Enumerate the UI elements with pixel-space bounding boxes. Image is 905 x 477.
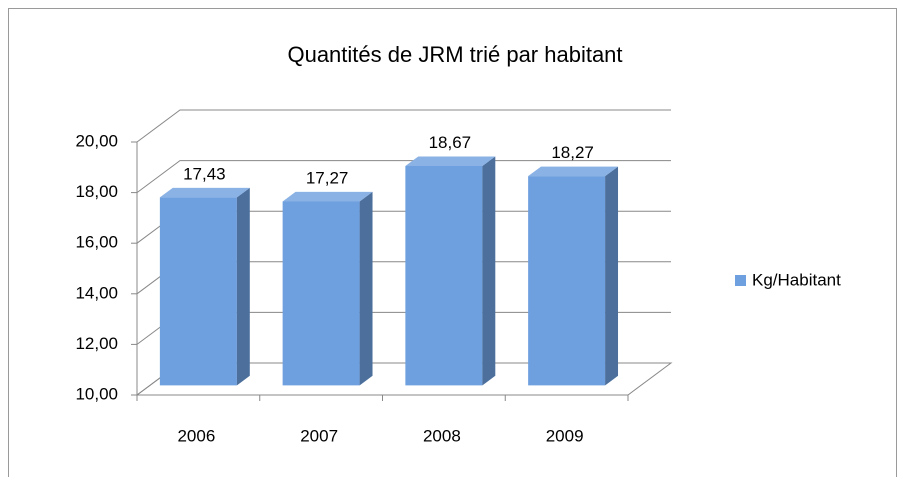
bar-front: [159, 197, 237, 386]
bar-side: [605, 166, 619, 386]
bar: [405, 156, 496, 386]
bar-top-shade: [159, 187, 250, 198]
chart-title: Quantités de JRM trié par habitant: [287, 42, 622, 67]
bar-front: [405, 166, 483, 386]
data-label: 17,43: [183, 164, 226, 183]
legend-label: Kg/Habitant: [752, 270, 841, 289]
data-label: 17,27: [306, 168, 349, 187]
bar: [282, 191, 373, 386]
x-tick-label: 2007: [300, 426, 338, 445]
bar-top: [528, 166, 619, 177]
x-tick-label: 2008: [423, 426, 461, 445]
y-tick-label: 16,00: [75, 233, 118, 252]
bar-top-shade: [282, 191, 373, 202]
bar-top: [159, 187, 250, 198]
bar-side: [359, 191, 373, 386]
grid-line: [136, 109, 671, 143]
bar: [159, 187, 250, 386]
bar-front: [528, 176, 606, 386]
bar-top: [282, 191, 373, 202]
bar-top-shade: [528, 166, 619, 177]
bar-side: [236, 187, 250, 386]
legend-swatch: [735, 275, 746, 286]
y-tick-label: 18,00: [75, 182, 118, 201]
x-tick-label: 2006: [177, 426, 215, 445]
data-label: 18,27: [551, 143, 594, 162]
y-tick-label: 14,00: [75, 283, 118, 302]
bar-side-shade: [482, 156, 496, 386]
bar-side-shade: [236, 187, 250, 386]
bar-side: [482, 156, 496, 386]
bar-top-shade: [405, 156, 496, 167]
bar-front: [282, 201, 360, 386]
bar-top: [405, 156, 496, 167]
y-tick-label: 12,00: [75, 334, 118, 353]
y-tick-label: 10,00: [75, 384, 118, 403]
grid-line: [136, 160, 671, 194]
y-tick-label: 20,00: [75, 131, 118, 150]
bar-side-shade: [605, 166, 619, 386]
x-tick-label: 2009: [546, 426, 584, 445]
bar: [528, 166, 619, 386]
data-label: 18,67: [429, 133, 472, 152]
bar-side-shade: [359, 191, 373, 386]
chart-frame: [8, 8, 897, 477]
